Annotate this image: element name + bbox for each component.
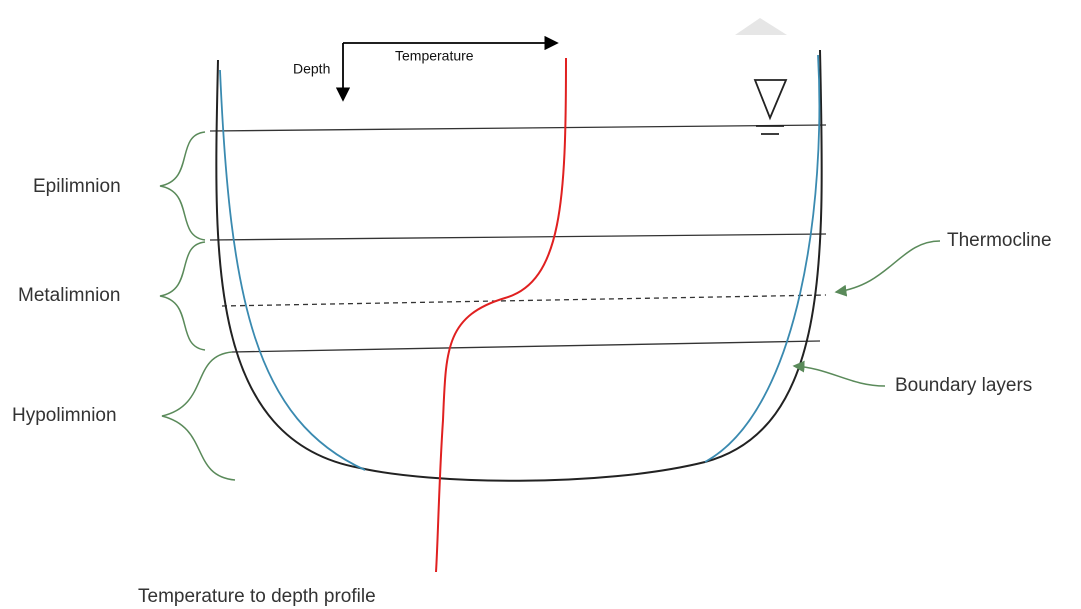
temperature-label: Temperature	[395, 48, 474, 64]
boundary-layer-right	[704, 54, 821, 463]
depth-label: Depth	[293, 61, 330, 77]
braces	[159, 131, 236, 481]
corner-shape	[735, 18, 787, 35]
boundary-arrow	[792, 360, 886, 387]
layer-label: Epilimnion	[33, 176, 121, 197]
layer-label: Hypolimnion	[12, 405, 117, 426]
boundary-label: Boundary layers	[895, 375, 1032, 396]
water-level	[753, 79, 788, 135]
thermocline-label: Thermocline	[947, 230, 1052, 251]
profile-label: Temperature to depth profile	[138, 586, 376, 607]
layer-lines	[209, 124, 827, 353]
boundary-layer-left	[219, 69, 366, 471]
axes	[335, 35, 559, 102]
temperature-profile	[435, 57, 567, 573]
layer-label: Metalimnion	[18, 285, 120, 306]
lake-outline	[215, 49, 823, 482]
thermocline-arrow	[834, 240, 941, 297]
